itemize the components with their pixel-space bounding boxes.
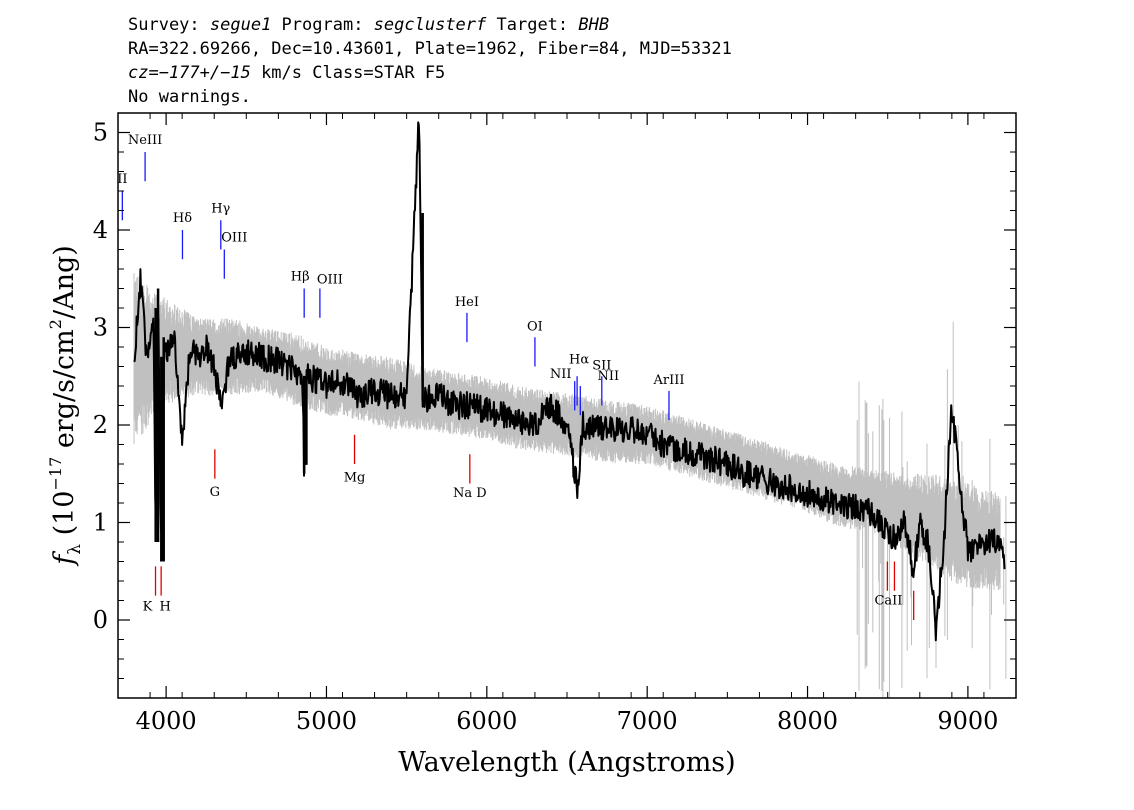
emission-line-label: Hα bbox=[569, 353, 589, 368]
noise-envelope bbox=[133, 273, 1001, 590]
axis-ticks: 4000 5000 6000 7000 8000 9000 0 1 2 3 4 5 bbox=[93, 113, 1017, 735]
absorption-line-label: Na D bbox=[453, 486, 487, 501]
y-label-cm-exponent: 2 bbox=[46, 319, 65, 329]
absorption-line-label: G bbox=[210, 485, 220, 500]
emission-line-label: Hγ bbox=[211, 201, 230, 216]
survey-key: Survey: bbox=[128, 15, 210, 35]
emission-line-label: Hβ bbox=[291, 270, 310, 285]
x-axis-label: Wavelength (Angstroms) bbox=[398, 747, 735, 778]
x-tick-label: 4000 bbox=[136, 707, 197, 735]
absorption-line-label: Mg bbox=[344, 471, 366, 486]
emission-line-label: OIII bbox=[221, 231, 247, 246]
x-tick-label: 7000 bbox=[617, 707, 678, 735]
target-value: BHB bbox=[578, 15, 610, 35]
flux-line bbox=[133, 121, 1006, 642]
spectrum-header-line4: No warnings. bbox=[128, 87, 251, 107]
y-axis-label: fλ (10−17 erg/s/cm2/Ang) bbox=[46, 245, 85, 567]
y-label-lambda: λ bbox=[65, 544, 85, 555]
y-tick-label: 0 bbox=[93, 606, 108, 634]
emission-line-label: II bbox=[117, 172, 127, 187]
emission-line-label: NII bbox=[597, 369, 619, 384]
absorption-line-label: H bbox=[159, 599, 170, 614]
emission-line-label: OI bbox=[527, 319, 543, 334]
emission-line-label: NeIII bbox=[128, 133, 162, 148]
y-tick-label: 1 bbox=[93, 509, 108, 537]
emission-line-label: OIII bbox=[317, 273, 343, 288]
spectrum-header-line2: RA=322.69266, Dec=10.43601, Plate=1962, … bbox=[128, 39, 732, 59]
y-tick-label: 3 bbox=[93, 314, 108, 342]
x-tick-label: 8000 bbox=[777, 707, 838, 735]
noise-band bbox=[133, 273, 1007, 698]
y-label-part-c: /Ang) bbox=[49, 245, 80, 319]
redshift-value: cz=−177+/−15 bbox=[128, 63, 251, 83]
y-tick-label: 5 bbox=[93, 119, 108, 147]
y-tick-label: 4 bbox=[93, 216, 108, 244]
emission-line-label: Hδ bbox=[173, 211, 192, 226]
emission-line-label: SII bbox=[592, 358, 611, 373]
x-tick-label: 9000 bbox=[937, 707, 998, 735]
class-value: km/s Class=STAR F5 bbox=[250, 63, 446, 83]
x-tick-label: 5000 bbox=[296, 707, 357, 735]
program-value: segclusterf bbox=[373, 15, 487, 35]
survey-value: segue1 bbox=[209, 15, 272, 35]
spectrum-header-line3: cz=−177+/−15 km/s Class=STAR F5 bbox=[128, 63, 445, 83]
spectrum-header-line1: Survey: segue1 Program: segclusterf Targ… bbox=[128, 15, 609, 35]
target-key: Target: bbox=[486, 15, 579, 35]
absorption-line-label: CaII bbox=[874, 593, 902, 608]
absorption-line-label: K bbox=[143, 599, 153, 614]
emission-line-label: HeI bbox=[455, 295, 479, 310]
y-tick-label: 2 bbox=[93, 411, 108, 439]
x-tick-label: 6000 bbox=[456, 707, 517, 735]
flux-series bbox=[133, 121, 1006, 642]
y-label-exponent: −17 bbox=[46, 457, 65, 491]
y-label-part-b: erg/s/cm bbox=[49, 329, 80, 457]
y-label-part-a: (10 bbox=[49, 491, 80, 544]
emission-line-label: ArIII bbox=[652, 373, 684, 388]
program-key: Program: bbox=[271, 15, 374, 35]
emission-line-label: NII bbox=[550, 367, 572, 382]
